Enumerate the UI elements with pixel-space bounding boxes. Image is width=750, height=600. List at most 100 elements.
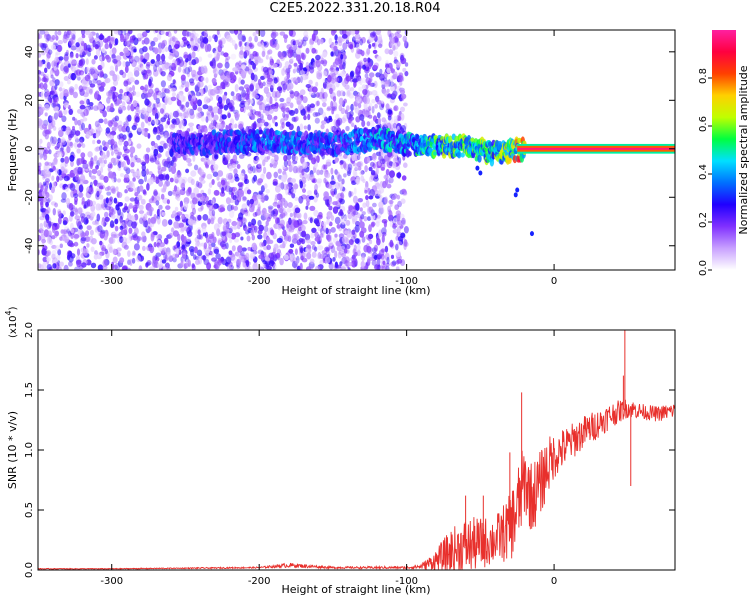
- spectrogram-noise-dot: [319, 169, 324, 175]
- spectrogram-noise-dot: [322, 102, 327, 108]
- spectrogram-noise-dot: [240, 255, 246, 263]
- spectrogram-noise-dot: [155, 233, 160, 239]
- spectrogram-noise-dot: [103, 141, 109, 150]
- spectrogram-noise-dot: [193, 164, 199, 171]
- spectrogram-noise-dot: [48, 122, 54, 130]
- spectrogram-noise-dot: [265, 189, 271, 194]
- spectrogram-noise-dot: [119, 257, 125, 264]
- spectrogram-noise-dot: [161, 259, 167, 264]
- spectrogram-noise-dot: [179, 188, 186, 196]
- spectrogram-noise-dot: [98, 103, 104, 111]
- spectrogram-noise-dot: [172, 230, 179, 237]
- spectrogram-noise-dot: [51, 175, 55, 181]
- spectrogram-noise-dot: [373, 254, 378, 261]
- spectrogram-noise-dot: [174, 206, 179, 212]
- spectrogram-noise-dot: [48, 149, 52, 155]
- spectrogram-noise-dot: [184, 262, 189, 269]
- spectrogram-noise-dot: [368, 72, 375, 78]
- spectrogram-noise-dot: [207, 125, 213, 131]
- spectrogram-noise-dot: [210, 250, 215, 257]
- spectrogram-noise-dot: [84, 74, 91, 82]
- spectrogram-noise-dot: [191, 51, 196, 59]
- spectrogram-noise-dot: [145, 147, 151, 153]
- spectrogram-noise-dot: [325, 227, 329, 235]
- spectrogram-noise-dot: [201, 42, 206, 49]
- spectrogram-noise-dot: [290, 161, 295, 170]
- spectrogram-noise-dot: [46, 61, 51, 70]
- spectrogram-noise-dot: [231, 256, 238, 263]
- spectrogram-noise-dot: [60, 198, 67, 203]
- spectrogram-noise-dot: [179, 94, 185, 103]
- spectrogram-noise-dot: [363, 96, 368, 104]
- spectrogram-noise-dot: [144, 98, 150, 106]
- spectrogram-noise-dot: [168, 44, 172, 53]
- spectrogram-noise-dot: [212, 87, 218, 95]
- spectrogram-noise-dot: [217, 170, 224, 177]
- spectrogram-noise-dot: [214, 153, 219, 158]
- spectrogram-noise-dot: [185, 58, 189, 63]
- spectrogram-signal-dot: [226, 137, 232, 142]
- spectrogram-noise-dot: [349, 87, 355, 92]
- spectrogram-noise-dot: [38, 91, 41, 97]
- spectrogram-noise-dot: [118, 139, 123, 146]
- spectrogram-noise-dot: [341, 80, 348, 86]
- spectrogram-noise-dot: [89, 66, 95, 71]
- spectrogram-noise-dot: [205, 116, 209, 123]
- spectrogram-noise-dot: [392, 91, 397, 98]
- spectrogram-noise-dot: [110, 138, 115, 146]
- spectrogram-noise-dot: [141, 107, 147, 115]
- spectrogram-noise-dot: [125, 154, 130, 163]
- spectrogram-noise-dot: [227, 111, 231, 119]
- spectrogram-noise-dot: [140, 198, 146, 205]
- spectrogram-noise-dot: [200, 115, 205, 122]
- spectrogram-noise-dot: [135, 157, 141, 163]
- spectrogram-noise-dot: [359, 221, 365, 229]
- spectrogram-noise-dot: [283, 200, 288, 209]
- spectrogram-noise-dot: [395, 210, 401, 217]
- spectrogram-noise-dot: [157, 46, 162, 54]
- spectrogram-noise-dot: [308, 79, 313, 85]
- spectrogram-noise-dot: [81, 30, 86, 36]
- spectrogram-noise-dot: [385, 265, 390, 270]
- spectrogram-noise-dot: [233, 225, 238, 230]
- spectrogram-noise-dot: [166, 74, 172, 82]
- spectrogram-noise-dot: [42, 198, 46, 203]
- spectrogram-noise-dot: [285, 101, 291, 107]
- spectrogram-noise-dot: [133, 48, 137, 53]
- spectrogram-noise-dot: [142, 46, 148, 53]
- spectrogram-noise-dot: [214, 261, 220, 270]
- spectrogram-noise-dot: [164, 99, 168, 105]
- spectrogram-noise-dot: [41, 238, 46, 244]
- spectrogram-noise-dot: [92, 156, 97, 165]
- spectrogram-noise-dot: [223, 104, 229, 111]
- spectrogram-noise-dot: [202, 214, 209, 221]
- spectrogram-noise-dot: [234, 123, 238, 129]
- spectrogram-noise-dot: [379, 249, 385, 257]
- spectrogram-noise-dot: [257, 163, 262, 168]
- spectrogram-noise-dot: [339, 198, 345, 205]
- spectrogram-noise-dot: [318, 211, 323, 218]
- spectrogram-noise-dot: [225, 55, 231, 60]
- spectrogram-noise-dot: [170, 96, 177, 102]
- spectrogram-noise-dot: [381, 264, 388, 270]
- spectrogram-noise-dot: [139, 217, 144, 224]
- spectrogram-noise-dot: [257, 100, 263, 106]
- spectrogram-noise-dot: [142, 245, 146, 251]
- spectrogram-noise-dot: [63, 169, 68, 174]
- spectrogram-noise-dot: [331, 108, 335, 115]
- spectrogram-noise-dot: [274, 154, 279, 162]
- spectrogram-noise-dot: [212, 171, 219, 177]
- spectrogram-noise-dot: [141, 92, 146, 100]
- spectrogram-noise-dot: [311, 33, 316, 42]
- spectrogram-noise-dot: [44, 33, 48, 39]
- spectrogram-noise-dot: [109, 196, 113, 202]
- spectrogram-noise-dot: [207, 159, 211, 166]
- spectrogram-noise-dot: [188, 122, 195, 127]
- spectrogram-noise-dot: [181, 176, 188, 184]
- spectrogram-noise-dot: [103, 159, 107, 164]
- spectrogram-noise-dot: [100, 166, 104, 174]
- spectrogram-noise-dot: [88, 160, 94, 167]
- spectrogram-noise-dot: [213, 114, 219, 121]
- spectrogram-noise-dot: [246, 212, 250, 217]
- spectrogram-noise-dot: [250, 229, 254, 236]
